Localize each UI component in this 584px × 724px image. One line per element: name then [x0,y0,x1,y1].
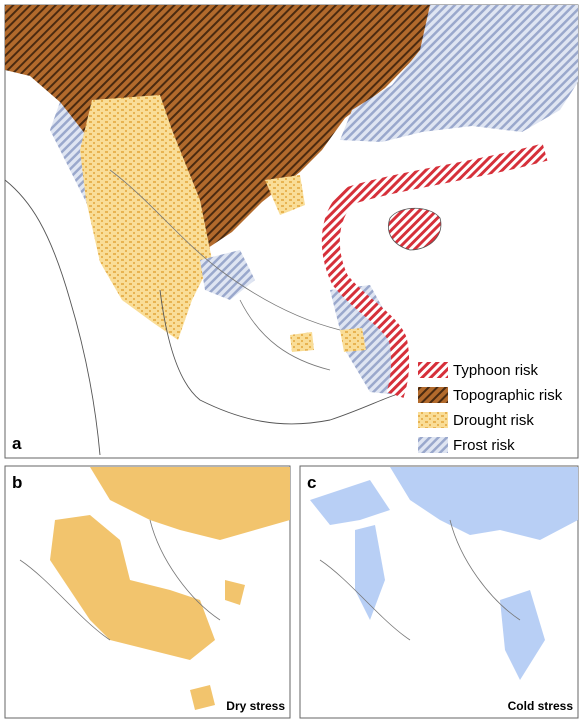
topographic-area [5,5,440,252]
dry-stress-area [225,580,245,605]
cold-stress-area [390,467,578,540]
panel-label: a [12,434,22,453]
caption: Cold stress [508,699,574,713]
cold-stress-area [500,590,545,680]
dry-stress-area [190,685,215,710]
drought-area [80,95,212,340]
panel-a: Typhoon risk Topographic risk Drought ri… [4,4,579,459]
panel-label: c [307,473,316,492]
legend-swatch [418,387,448,403]
panel-label: b [12,473,22,492]
panel-c: c Cold stress [299,465,579,719]
typhoon-island [388,207,442,251]
dry-stress-area [50,515,215,660]
border-line [19,519,221,641]
frost-area [340,5,578,142]
coastline [4,179,101,456]
border-line [109,169,341,371]
typhoon-belt [321,143,548,398]
border-line [319,519,521,641]
dry-stress-area [90,467,290,540]
panel-b: b Dry stress [4,465,291,719]
legend-swatch [418,362,448,378]
cold-stress-area [355,525,385,620]
legend-label: Drought risk [453,412,534,429]
caption: Dry stress [226,699,285,713]
drought-area [340,328,366,352]
legend-swatch [418,412,448,428]
legend-label: Typhoon risk [453,362,539,379]
frost-area [200,250,255,300]
cold-stress-area [310,480,390,525]
legend-label: Topographic risk [453,387,563,404]
drought-area [265,175,305,215]
legend-swatch [418,437,448,453]
coastline [159,289,396,425]
drought-area [290,332,314,352]
legend-label: Frost risk [453,437,515,454]
